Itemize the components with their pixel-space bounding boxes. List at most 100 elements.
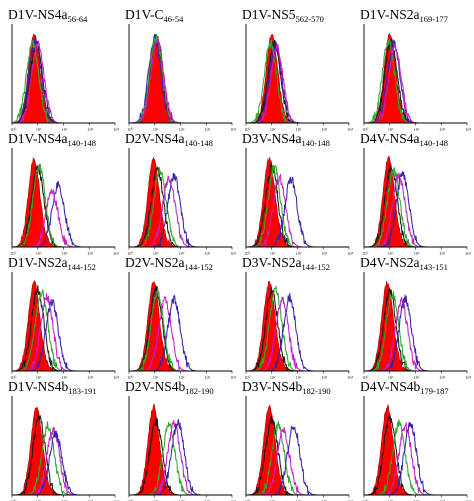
x-tick-label: 10³ xyxy=(204,499,211,501)
x-tick-label: 10³ xyxy=(439,251,446,256)
x-tick-label: 10⁰ xyxy=(362,127,369,132)
panel-12: D4V-NS2a143-151 10⁰ 10¹ 10² 10³ 10⁴ xyxy=(360,255,472,380)
x-tick-label: 10⁰ xyxy=(244,251,251,256)
x-tick-label: 10¹ xyxy=(153,375,160,380)
x-tick-label: 10¹ xyxy=(388,127,395,132)
x-tick-label: 10⁴ xyxy=(230,251,237,256)
x-tick-label: 10¹ xyxy=(153,127,160,132)
x-tick-label: 10¹ xyxy=(270,499,277,501)
x-tick-label: 10⁴ xyxy=(465,499,472,501)
panel-8: D4V-NS4a140-148 10⁰ 10¹ 10² 10³ 10⁴ xyxy=(360,131,472,256)
filled-histogram xyxy=(246,404,349,496)
panel-subscript: 56-64 xyxy=(68,14,89,24)
x-tick-label: 10¹ xyxy=(270,251,277,256)
x-tick-label: 10¹ xyxy=(36,251,43,256)
x-tick-label: 10⁰ xyxy=(127,499,134,501)
x-tick-label: 10⁰ xyxy=(127,127,134,132)
panel-subscript: 140-148 xyxy=(185,138,213,148)
x-tick-label: 10² xyxy=(296,375,303,380)
panel-14: D2V-NS4b182-190 10⁰ 10¹ 10² 10³ 10⁴ xyxy=(125,379,237,501)
panel-title: D1V-C46-54 xyxy=(125,7,184,24)
panel-subscript: 169-177 xyxy=(420,14,448,24)
x-tick-label: 10⁴ xyxy=(347,375,354,380)
x-tick-label: 10⁴ xyxy=(113,127,120,132)
x-tick-label: 10⁴ xyxy=(230,499,237,501)
panel-7: D3V-NS4a140-148 10⁰ 10¹ 10² 10³ 10⁴ xyxy=(242,131,354,256)
panel-11: D3V-NS2a144-152 10⁰ 10¹ 10² 10³ 10⁴ xyxy=(242,255,354,380)
panel-title: D1V-NS4a56-64 xyxy=(8,7,88,24)
panel-subscript: 140-148 xyxy=(302,138,330,148)
x-tick-label: 10⁴ xyxy=(347,127,354,132)
x-tick-label: 10³ xyxy=(87,499,94,501)
panel-title: D3V-NS2a144-152 xyxy=(242,255,330,272)
x-tick-label: 10² xyxy=(296,499,303,501)
x-tick-label: 10² xyxy=(414,251,421,256)
panel-subscript: 179-187 xyxy=(420,386,448,396)
panel-title: D4V-NS4a140-148 xyxy=(360,131,448,148)
x-tick-label: 10¹ xyxy=(388,375,395,380)
x-tick-label: 10⁰ xyxy=(10,251,17,256)
x-tick-label: 10² xyxy=(179,127,186,132)
panel-title: D1V-NS4b183-191 xyxy=(8,379,97,396)
x-tick-label: 10⁰ xyxy=(127,251,134,256)
x-tick-label: 10⁴ xyxy=(465,251,472,256)
panel-1: D1V-NS4a56-64 10⁰ 10¹ 10² 10³ 10⁴ xyxy=(8,7,120,132)
x-tick-label: 10⁴ xyxy=(230,375,237,380)
x-tick-label: 10² xyxy=(296,251,303,256)
x-tick-label: 10¹ xyxy=(270,127,277,132)
x-tick-label: 10¹ xyxy=(153,251,160,256)
panel-title: D1V-NS4a140-148 xyxy=(8,131,96,148)
overlay-curve xyxy=(245,164,350,248)
x-tick-label: 10³ xyxy=(204,375,211,380)
x-tick-label: 10⁴ xyxy=(113,251,120,256)
panel-title: D1V-NS2a144-152 xyxy=(8,255,96,272)
x-tick-label: 10² xyxy=(414,499,421,501)
x-tick-label: 10³ xyxy=(87,251,94,256)
x-tick-label: 10³ xyxy=(204,251,211,256)
panel-15: D3V-NS4b182-190 10⁰ 10¹ 10² 10³ 10⁴ xyxy=(242,379,354,501)
x-tick-label: 10⁰ xyxy=(10,375,17,380)
x-tick-label: 10³ xyxy=(321,127,328,132)
x-tick-label: 10³ xyxy=(321,251,328,256)
panel-subscript: 182-190 xyxy=(302,386,330,396)
panel-title: D2V-NS2a144-152 xyxy=(125,255,213,272)
panel-subscript: 182-190 xyxy=(185,386,213,396)
panel-5: D1V-NS4a140-148 10⁰ 10¹ 10² 10³ 10⁴ xyxy=(8,131,120,256)
panel-10: D2V-NS2a144-152 10⁰ 10¹ 10² 10³ 10⁴ xyxy=(125,255,237,380)
x-tick-label: 10⁰ xyxy=(244,375,251,380)
panel-title: D1V-NS2a169-177 xyxy=(360,7,448,24)
x-tick-label: 10¹ xyxy=(36,499,43,501)
x-tick-label: 10⁰ xyxy=(10,127,17,132)
x-tick-label: 10⁴ xyxy=(465,375,472,380)
x-tick-label: 10³ xyxy=(321,375,328,380)
panel-subscript: 143-151 xyxy=(420,262,448,272)
overlay-curve xyxy=(245,39,350,124)
x-tick-label: 10³ xyxy=(87,375,94,380)
filled-histogram xyxy=(246,280,349,372)
x-tick-label: 10³ xyxy=(439,127,446,132)
panel-3: D1V-NS5562-570 10⁰ 10¹ 10² 10³ 10⁴ xyxy=(242,7,354,132)
x-tick-label: 10³ xyxy=(321,499,328,501)
x-tick-label: 10⁴ xyxy=(347,251,354,256)
panel-subscript: 144-152 xyxy=(68,262,96,272)
panel-6: D2V-NS4a140-148 10⁰ 10¹ 10² 10³ 10⁴ xyxy=(125,131,237,256)
x-tick-label: 10⁴ xyxy=(230,127,237,132)
x-tick-label: 10³ xyxy=(204,127,211,132)
panel-subscript: 140-148 xyxy=(420,138,448,148)
panel-subscript: 140-148 xyxy=(68,138,96,148)
panel-13: D1V-NS4b183-191 10⁰ 10¹ 10² 10³ 10⁴ xyxy=(8,379,120,501)
panel-title: D3V-NS4b182-190 xyxy=(242,379,331,396)
x-tick-label: 10² xyxy=(414,127,421,132)
x-tick-label: 10² xyxy=(414,375,421,380)
x-tick-label: 10⁴ xyxy=(113,375,120,380)
panel-title: D2V-NS4a140-148 xyxy=(125,131,213,148)
x-tick-label: 10² xyxy=(62,499,69,501)
x-tick-label: 10⁴ xyxy=(113,499,120,501)
panel-4: D1V-NS2a169-177 10⁰ 10¹ 10² 10³ 10⁴ xyxy=(360,7,472,132)
panel-title: D4V-NS2a143-151 xyxy=(360,255,448,272)
panel-subscript: 144-152 xyxy=(302,262,330,272)
x-tick-label: 10¹ xyxy=(270,375,277,380)
x-tick-label: 10¹ xyxy=(36,375,43,380)
x-tick-label: 10⁰ xyxy=(127,375,134,380)
